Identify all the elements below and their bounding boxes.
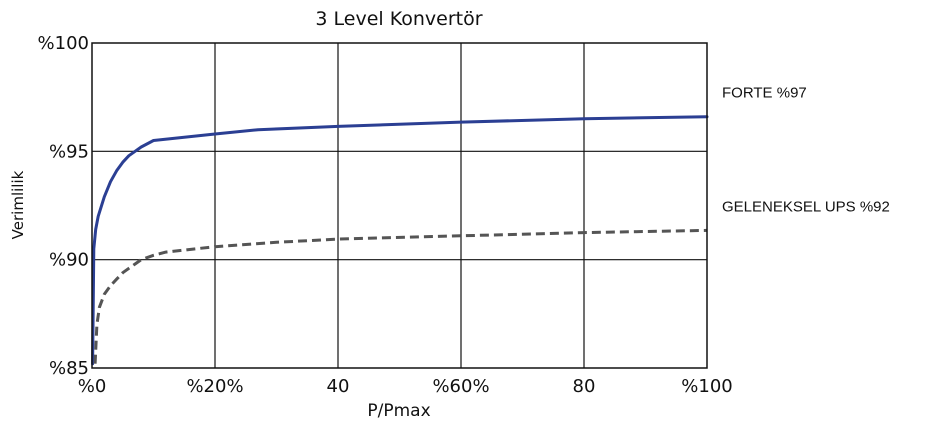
y-tick-label: %100 bbox=[38, 33, 89, 54]
x-tick-label: %20% bbox=[186, 376, 243, 397]
series-line-forte bbox=[91, 115, 709, 366]
x-tick-label: %100 bbox=[681, 376, 732, 397]
series-labels: FORTE %97 GELENEKSEL UPS %92 bbox=[722, 85, 890, 216]
x-tick-label: %0 bbox=[78, 376, 107, 397]
y-tick-label: %85 bbox=[49, 358, 89, 379]
tick-labels: %0 %20% 40 %60% 80 %100 %85 %90 %95 %100 bbox=[38, 33, 733, 397]
y-axis-label: Verimlilik bbox=[9, 170, 27, 239]
x-tick-label: 80 bbox=[573, 376, 596, 397]
x-tick-label: %60% bbox=[432, 376, 489, 397]
series-label-forte: FORTE %97 bbox=[722, 85, 807, 102]
series-layer bbox=[91, 115, 709, 366]
grid bbox=[92, 43, 707, 368]
x-axis-label: P/Pmax bbox=[367, 401, 430, 421]
x-tick-label: 40 bbox=[327, 376, 350, 397]
y-tick-label: %95 bbox=[49, 141, 89, 162]
series-line-geleneksel-ups bbox=[93, 228, 708, 364]
plot-frame bbox=[91, 42, 708, 369]
y-tick-label: %90 bbox=[49, 250, 89, 271]
series-label-geleneksel-ups: GELENEKSEL UPS %92 bbox=[722, 198, 890, 215]
chart-title: 3 Level Konvertör bbox=[315, 8, 482, 30]
